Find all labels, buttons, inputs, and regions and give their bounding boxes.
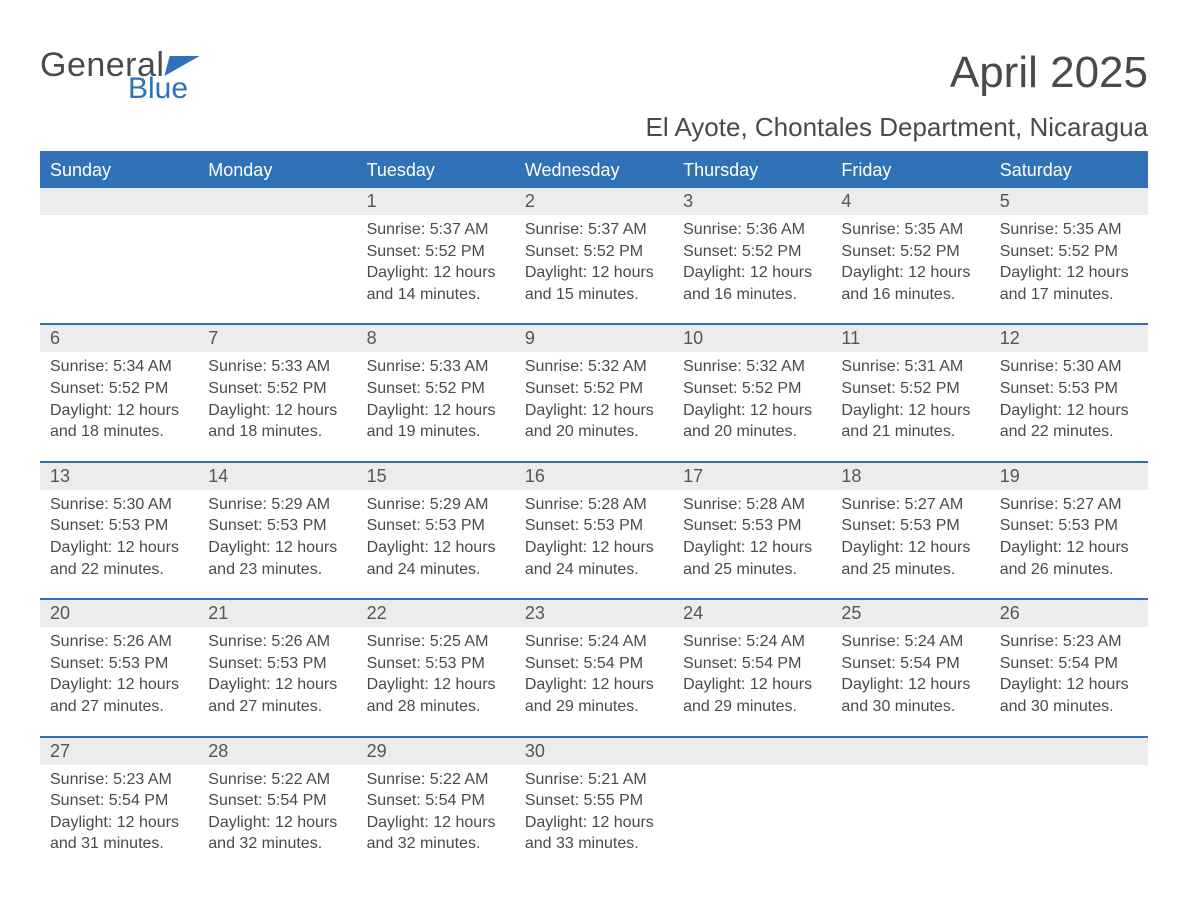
- day-body-cell: Sunrise: 5:24 AMSunset: 5:54 PMDaylight:…: [673, 627, 831, 736]
- day-body-cell: Sunrise: 5:32 AMSunset: 5:52 PMDaylight:…: [515, 352, 673, 461]
- day-number-cell: 17: [673, 462, 831, 490]
- location-subtitle: El Ayote, Chontales Department, Nicaragu…: [646, 112, 1148, 143]
- day-number-row: 6789101112: [40, 324, 1148, 352]
- day-number-cell: 15: [357, 462, 515, 490]
- col-header: Friday: [831, 152, 989, 188]
- day-number-cell: 1: [357, 188, 515, 215]
- day-body-row: Sunrise: 5:26 AMSunset: 5:53 PMDaylight:…: [40, 627, 1148, 736]
- col-header: Thursday: [673, 152, 831, 188]
- day-number-cell: 30: [515, 737, 673, 765]
- day-number-cell: 22: [357, 599, 515, 627]
- header: General Blue April 2025 El Ayote, Chonta…: [40, 48, 1148, 143]
- day-body-cell: Sunrise: 5:26 AMSunset: 5:53 PMDaylight:…: [198, 627, 356, 736]
- day-number-cell: 25: [831, 599, 989, 627]
- day-number-cell: 19: [990, 462, 1148, 490]
- day-number-cell: 12: [990, 324, 1148, 352]
- brand-mark-icon: [165, 56, 200, 76]
- day-number-cell: 28: [198, 737, 356, 765]
- day-body-cell: [673, 765, 831, 873]
- day-body-cell: Sunrise: 5:29 AMSunset: 5:53 PMDaylight:…: [198, 490, 356, 599]
- day-body-cell: Sunrise: 5:29 AMSunset: 5:53 PMDaylight:…: [357, 490, 515, 599]
- day-body-cell: Sunrise: 5:30 AMSunset: 5:53 PMDaylight:…: [40, 490, 198, 599]
- page-title: April 2025: [646, 48, 1148, 98]
- day-body-cell: Sunrise: 5:33 AMSunset: 5:52 PMDaylight:…: [198, 352, 356, 461]
- day-body-cell: Sunrise: 5:26 AMSunset: 5:53 PMDaylight:…: [40, 627, 198, 736]
- day-body-cell: Sunrise: 5:35 AMSunset: 5:52 PMDaylight:…: [831, 215, 989, 324]
- day-body-cell: Sunrise: 5:28 AMSunset: 5:53 PMDaylight:…: [515, 490, 673, 599]
- day-body-cell: [831, 765, 989, 873]
- col-header: Monday: [198, 152, 356, 188]
- day-body-cell: Sunrise: 5:27 AMSunset: 5:53 PMDaylight:…: [831, 490, 989, 599]
- day-number-cell: 3: [673, 188, 831, 215]
- day-body-cell: Sunrise: 5:27 AMSunset: 5:53 PMDaylight:…: [990, 490, 1148, 599]
- day-number-row: 27282930: [40, 737, 1148, 765]
- day-number-cell: 11: [831, 324, 989, 352]
- col-header: Wednesday: [515, 152, 673, 188]
- day-body-cell: Sunrise: 5:22 AMSunset: 5:54 PMDaylight:…: [198, 765, 356, 873]
- day-number-cell: 14: [198, 462, 356, 490]
- day-number-cell: 10: [673, 324, 831, 352]
- day-body-cell: Sunrise: 5:31 AMSunset: 5:52 PMDaylight:…: [831, 352, 989, 461]
- day-number-cell: 24: [673, 599, 831, 627]
- day-body-cell: Sunrise: 5:24 AMSunset: 5:54 PMDaylight:…: [515, 627, 673, 736]
- col-header: Tuesday: [357, 152, 515, 188]
- day-number-cell: [831, 737, 989, 765]
- day-number-cell: 4: [831, 188, 989, 215]
- day-number-cell: [40, 188, 198, 215]
- day-number-cell: [990, 737, 1148, 765]
- day-body-cell: Sunrise: 5:23 AMSunset: 5:54 PMDaylight:…: [990, 627, 1148, 736]
- day-body-cell: Sunrise: 5:37 AMSunset: 5:52 PMDaylight:…: [515, 215, 673, 324]
- day-number-cell: [198, 188, 356, 215]
- day-number-cell: 7: [198, 324, 356, 352]
- calendar-header-row: Sunday Monday Tuesday Wednesday Thursday…: [40, 152, 1148, 188]
- day-body-cell: [40, 215, 198, 324]
- day-body-cell: Sunrise: 5:22 AMSunset: 5:54 PMDaylight:…: [357, 765, 515, 873]
- day-body-cell: Sunrise: 5:32 AMSunset: 5:52 PMDaylight:…: [673, 352, 831, 461]
- day-body-cell: Sunrise: 5:23 AMSunset: 5:54 PMDaylight:…: [40, 765, 198, 873]
- day-body-cell: Sunrise: 5:21 AMSunset: 5:55 PMDaylight:…: [515, 765, 673, 873]
- day-number-cell: 27: [40, 737, 198, 765]
- day-number-cell: 23: [515, 599, 673, 627]
- calendar-table: Sunday Monday Tuesday Wednesday Thursday…: [40, 151, 1148, 873]
- day-number-cell: [673, 737, 831, 765]
- day-body-cell: Sunrise: 5:25 AMSunset: 5:53 PMDaylight:…: [357, 627, 515, 736]
- day-body-cell: Sunrise: 5:24 AMSunset: 5:54 PMDaylight:…: [831, 627, 989, 736]
- col-header: Sunday: [40, 152, 198, 188]
- day-number-cell: 16: [515, 462, 673, 490]
- day-body-cell: [990, 765, 1148, 873]
- day-number-cell: 29: [357, 737, 515, 765]
- day-number-row: 20212223242526: [40, 599, 1148, 627]
- brand-word-blue: Blue: [128, 74, 197, 104]
- col-header: Saturday: [990, 152, 1148, 188]
- day-body-cell: Sunrise: 5:28 AMSunset: 5:53 PMDaylight:…: [673, 490, 831, 599]
- day-body-cell: [198, 215, 356, 324]
- day-body-row: Sunrise: 5:23 AMSunset: 5:54 PMDaylight:…: [40, 765, 1148, 873]
- day-body-cell: Sunrise: 5:37 AMSunset: 5:52 PMDaylight:…: [357, 215, 515, 324]
- day-body-row: Sunrise: 5:34 AMSunset: 5:52 PMDaylight:…: [40, 352, 1148, 461]
- day-body-cell: Sunrise: 5:35 AMSunset: 5:52 PMDaylight:…: [990, 215, 1148, 324]
- day-body-cell: Sunrise: 5:34 AMSunset: 5:52 PMDaylight:…: [40, 352, 198, 461]
- day-body-cell: Sunrise: 5:33 AMSunset: 5:52 PMDaylight:…: [357, 352, 515, 461]
- day-number-row: 13141516171819: [40, 462, 1148, 490]
- day-body-row: Sunrise: 5:37 AMSunset: 5:52 PMDaylight:…: [40, 215, 1148, 324]
- day-number-row: 12345: [40, 188, 1148, 215]
- day-number-cell: 2: [515, 188, 673, 215]
- day-number-cell: 5: [990, 188, 1148, 215]
- day-body-cell: Sunrise: 5:30 AMSunset: 5:53 PMDaylight:…: [990, 352, 1148, 461]
- day-number-cell: 8: [357, 324, 515, 352]
- day-number-cell: 9: [515, 324, 673, 352]
- day-number-cell: 26: [990, 599, 1148, 627]
- day-number-cell: 13: [40, 462, 198, 490]
- day-number-cell: 20: [40, 599, 198, 627]
- day-number-cell: 18: [831, 462, 989, 490]
- day-number-cell: 6: [40, 324, 198, 352]
- day-number-cell: 21: [198, 599, 356, 627]
- day-body-row: Sunrise: 5:30 AMSunset: 5:53 PMDaylight:…: [40, 490, 1148, 599]
- brand-logo: General Blue: [40, 48, 197, 104]
- day-body-cell: Sunrise: 5:36 AMSunset: 5:52 PMDaylight:…: [673, 215, 831, 324]
